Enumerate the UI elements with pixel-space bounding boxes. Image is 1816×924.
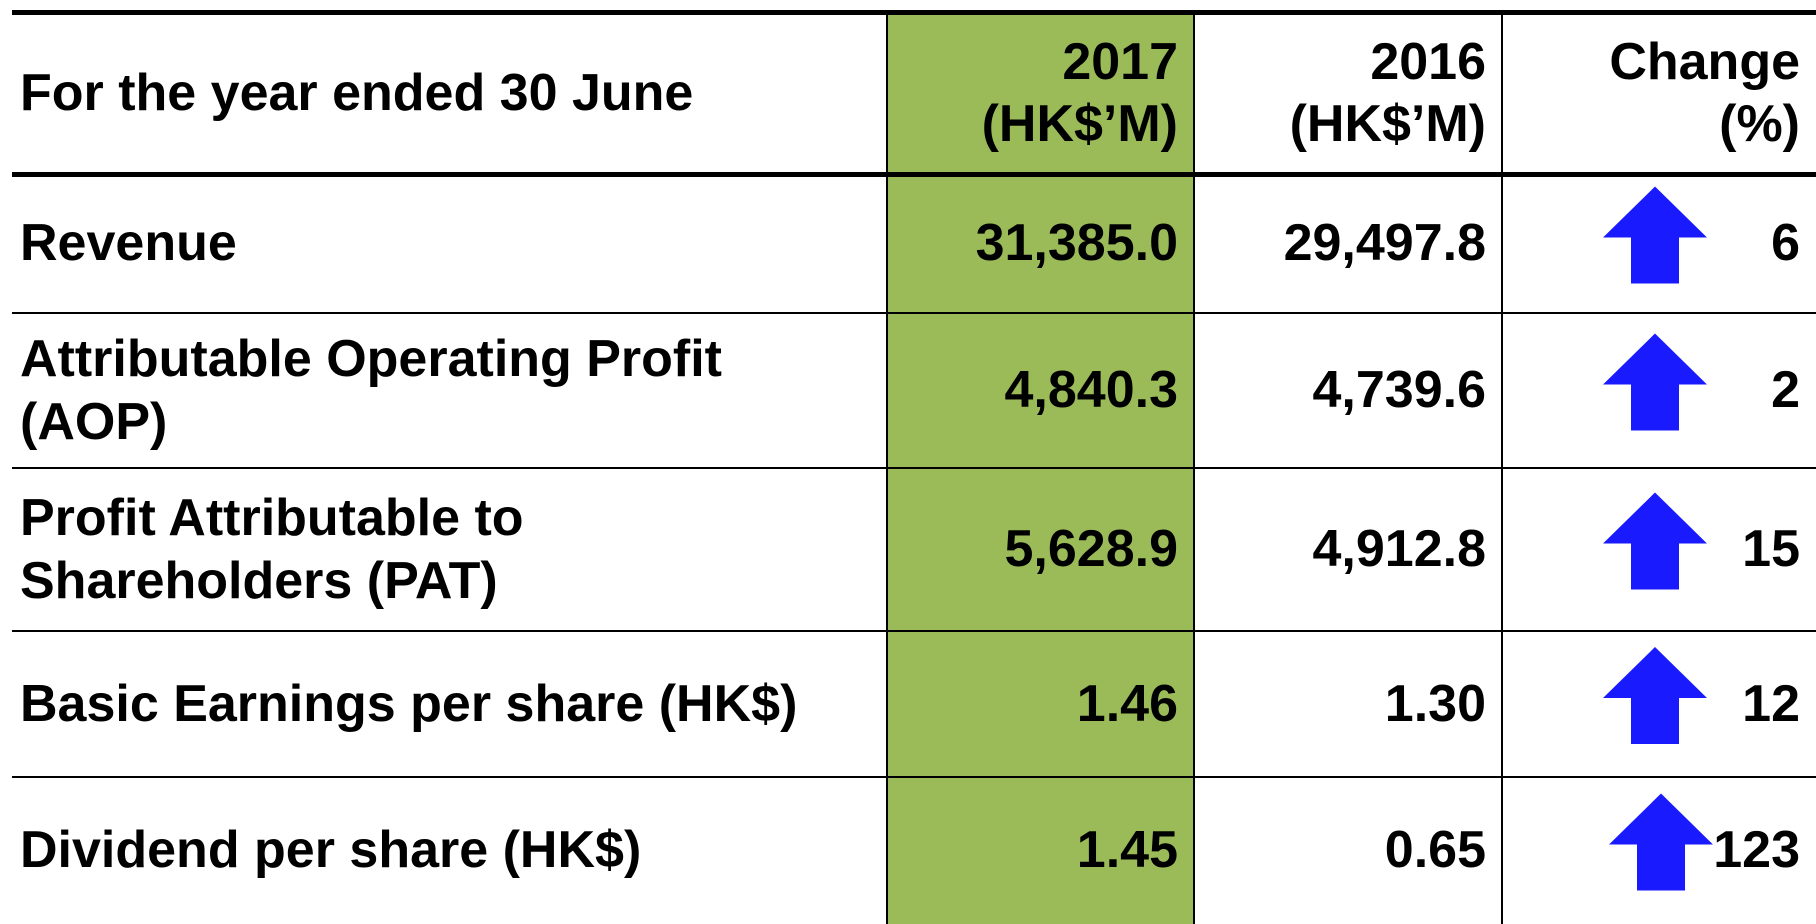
up-arrow [1609, 793, 1713, 891]
value-cell: 1.45 [1076, 821, 1178, 880]
h-rule [12, 312, 1816, 314]
header-cell: Change (%) [1502, 12, 1816, 174]
row-label: Profit Attributable to Shareholders (PAT) [0, 468, 887, 631]
text-line: Shareholders (PAT) [20, 551, 498, 610]
value-cell: 5,628.9 [1004, 520, 1179, 579]
row-label: Dividend per share (HK$) [0, 777, 887, 924]
value-cell: 2 [1771, 361, 1800, 420]
v-rule [1193, 12, 1195, 924]
value-cell: 4,912.8 [1312, 520, 1487, 579]
text-line: Change [1609, 32, 1800, 91]
text-line: (AOP) [20, 392, 168, 451]
header-cell: 2016 (HK$’M) [1194, 12, 1502, 174]
h-rule [12, 171, 1816, 177]
text-line: Dividend per share (HK$) [20, 821, 642, 880]
value-cell: 15 [1742, 520, 1800, 579]
h-rule [12, 9, 1816, 15]
value-cell: 31,385.0 [975, 214, 1178, 273]
value-cell: 123 [1713, 821, 1800, 880]
text-line: Attributable Operating Profit [20, 330, 722, 389]
value-cell: 29,497.8 [1283, 214, 1486, 273]
up-arrow [1603, 647, 1707, 744]
value-cell: 6 [1771, 214, 1800, 273]
up-arrow [1603, 333, 1707, 431]
text-line: Profit Attributable to [20, 489, 524, 548]
h-rule [12, 776, 1816, 778]
row-label: Attributable Operating Profit (AOP) [0, 313, 887, 468]
text-line: 2016 [1370, 32, 1486, 91]
h-rule [12, 467, 1816, 469]
value-cell: 4,739.6 [1312, 361, 1487, 420]
text-line: (HK$’M) [1289, 95, 1486, 153]
value-cell: 1.46 [1076, 674, 1178, 733]
value-cell: 0.65 [1384, 821, 1486, 880]
header-cell: For the year ended 30 June [0, 12, 887, 174]
value-cell: 4,840.3 [1004, 361, 1179, 420]
row-label: Revenue [0, 174, 887, 313]
text-line: (%) [1719, 95, 1800, 153]
up-arrow [1603, 186, 1707, 284]
text-line: 2017 [1062, 32, 1178, 91]
value-cell: 12 [1742, 674, 1800, 733]
v-rule [886, 12, 888, 924]
header-cell: 2017 (HK$’M) [887, 12, 1194, 174]
v-rule [1501, 12, 1503, 924]
text-line: Revenue [20, 214, 237, 273]
h-rule [12, 630, 1816, 632]
value-cell: 1.30 [1384, 674, 1486, 733]
text-line: For the year ended 30 June [20, 63, 694, 122]
text-line: Basic Earnings per share (HK$) [20, 674, 798, 733]
up-arrow [1603, 492, 1707, 590]
text-line: (HK$’M) [981, 95, 1178, 153]
row-label: Basic Earnings per share (HK$) [0, 631, 887, 777]
